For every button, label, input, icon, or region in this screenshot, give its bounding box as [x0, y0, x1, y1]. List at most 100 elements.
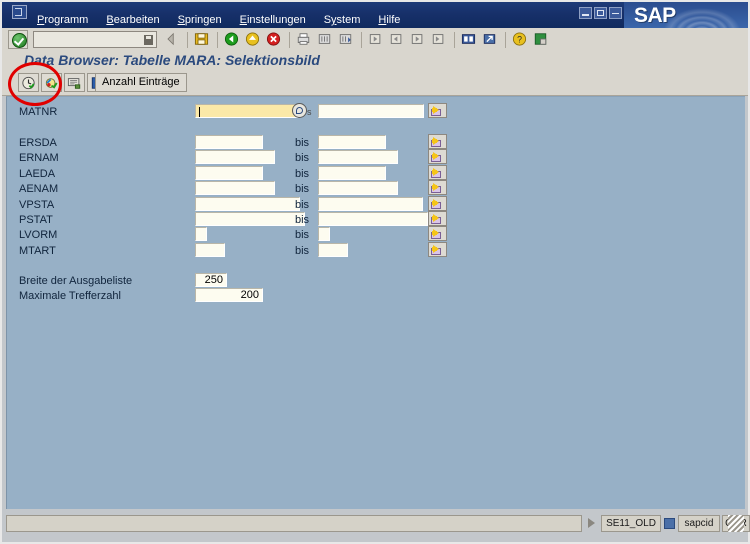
multiple-selection-icon-matnr[interactable] — [428, 103, 447, 118]
application-toolbar: i Anzahl Einträge — [2, 70, 748, 96]
search-help-icon[interactable] — [292, 103, 307, 118]
field-label-ernam: ERNAM — [19, 152, 59, 164]
multiple-selection-icon-ernam[interactable] — [428, 149, 447, 164]
next-page-icon[interactable] — [408, 30, 428, 49]
resize-grip[interactable] — [728, 515, 744, 532]
sap-wordmark: SAP — [634, 4, 676, 27]
ernam-from-input[interactable] — [195, 150, 275, 164]
text-caret — [199, 107, 200, 117]
mtart-from-input[interactable] — [195, 243, 225, 257]
toolbar-separator — [289, 31, 290, 48]
matnr-from-input[interactable] — [195, 104, 298, 118]
back-green-icon[interactable] — [222, 30, 242, 49]
bis-label: bis — [295, 245, 310, 257]
customize-local-layout-icon[interactable] — [531, 30, 551, 49]
selection-screen-canvas: MATNR s ERSDA bis ERNAM bis LAEDA bis AENAM bis… — [6, 96, 745, 509]
pstat-to-input[interactable] — [318, 212, 428, 226]
session-icon[interactable] — [664, 518, 675, 529]
cancel-red-icon[interactable] — [264, 30, 284, 49]
close-icon[interactable] — [609, 7, 622, 19]
system-toolbar-icons: ? — [162, 30, 552, 49]
menu-item-einstellungen[interactable]: Einstellungen — [239, 14, 306, 26]
laeda-from-input[interactable] — [195, 166, 263, 180]
output-option-label: Breite der Ausgabeliste — [19, 275, 133, 287]
execute-button[interactable] — [18, 73, 39, 92]
output-option-input[interactable]: 200 — [195, 288, 263, 302]
menu-bar: Programm Bearbeiten Springen Einstellung… — [28, 12, 409, 28]
status-bar: SE11_OLD sapcid OVR — [6, 513, 750, 535]
system-toolbar: ? — [2, 28, 748, 52]
output-option-label: Maximale Trefferzahl — [19, 290, 121, 302]
matnr-to-input[interactable] — [318, 104, 424, 118]
multiple-selection-icon-lvorm[interactable] — [428, 226, 447, 241]
command-field-dropdown-icon[interactable] — [144, 35, 153, 45]
print-icon[interactable] — [294, 30, 314, 49]
help-icon[interactable]: ? — [510, 30, 530, 49]
system-menu-icon[interactable] — [12, 5, 27, 19]
create-session-icon[interactable] — [459, 30, 479, 49]
multiple-selection-icon-ersda[interactable] — [428, 134, 447, 149]
window-controls — [579, 7, 622, 19]
maximize-icon[interactable] — [594, 7, 607, 19]
bis-label: bis — [295, 199, 310, 211]
minimize-icon[interactable] — [579, 7, 592, 19]
toolbar-separator — [361, 31, 362, 48]
multiple-selection-icon-vpsta[interactable] — [428, 196, 447, 211]
bis-label: bis — [295, 152, 310, 164]
status-expand-icon[interactable] — [588, 518, 595, 528]
ernam-to-input[interactable] — [318, 150, 398, 164]
exit-yellow-icon[interactable] — [243, 30, 263, 49]
toolbar-separator — [217, 31, 218, 48]
field-label-matnr: MATNR — [19, 106, 58, 118]
output-list-button[interactable] — [64, 73, 85, 92]
menu-item-system[interactable]: System — [323, 14, 361, 26]
ersda-from-input[interactable] — [195, 135, 263, 149]
multiple-selection-icon-mtart[interactable] — [428, 242, 447, 257]
command-field[interactable] — [33, 31, 157, 48]
save-icon[interactable] — [192, 30, 212, 49]
lvorm-to-input[interactable] — [318, 227, 330, 241]
status-message — [6, 515, 582, 532]
multiple-selection-icon-aenam[interactable] — [428, 180, 447, 195]
laeda-to-input[interactable] — [318, 166, 386, 180]
page-title-bar: Data Browser: Tabelle MARA: Selektionsbi… — [2, 51, 748, 70]
aenam-to-input[interactable] — [318, 181, 398, 195]
pstat-from-input[interactable] — [195, 212, 305, 226]
menu-item-hilfe[interactable]: Hilfe — [378, 14, 401, 26]
last-page-icon[interactable] — [429, 30, 449, 49]
lvorm-from-input[interactable] — [195, 227, 207, 241]
bis-label: bis — [295, 214, 310, 226]
field-label-ersda: ERSDA — [19, 137, 57, 149]
mtart-to-input[interactable] — [318, 243, 348, 257]
matchcode-shadow: s — [307, 107, 312, 117]
bis-label: bis — [295, 229, 310, 241]
output-option-input[interactable]: 250 — [195, 273, 227, 287]
sap-logo: SAP — [624, 2, 748, 28]
multiple-selection-icon-laeda[interactable] — [428, 165, 447, 180]
bis-label: bis — [295, 168, 310, 180]
title-bar: Programm Bearbeiten Springen Einstellung… — [2, 2, 748, 28]
toolbar-separator — [505, 31, 506, 48]
back-arrow-icon[interactable] — [162, 30, 182, 49]
status-server: sapcid — [678, 515, 720, 532]
vpsta-to-input[interactable] — [318, 197, 423, 211]
aenam-from-input[interactable] — [195, 181, 275, 195]
svg-text:?: ? — [517, 35, 522, 45]
find-next-icon[interactable] — [336, 30, 356, 49]
multiple-selection-icon-pstat[interactable] — [428, 211, 447, 226]
menu-item-bearbeiten[interactable]: Bearbeiten — [106, 14, 160, 26]
first-page-icon[interactable] — [366, 30, 386, 49]
find-icon[interactable] — [315, 30, 335, 49]
menu-item-programm[interactable]: Programm — [37, 14, 89, 26]
bis-label: bis — [295, 137, 310, 149]
execute-check-button[interactable] — [41, 73, 62, 92]
toolbar-separator — [454, 31, 455, 48]
enter-ok-button[interactable] — [8, 30, 28, 49]
ersda-to-input[interactable] — [318, 135, 386, 149]
vpsta-from-input[interactable] — [195, 197, 300, 211]
menu-item-springen[interactable]: Springen — [177, 14, 222, 26]
count-entries-button[interactable]: Anzahl Einträge — [95, 73, 187, 92]
previous-page-icon[interactable] — [387, 30, 407, 49]
create-shortcut-icon[interactable] — [480, 30, 500, 49]
